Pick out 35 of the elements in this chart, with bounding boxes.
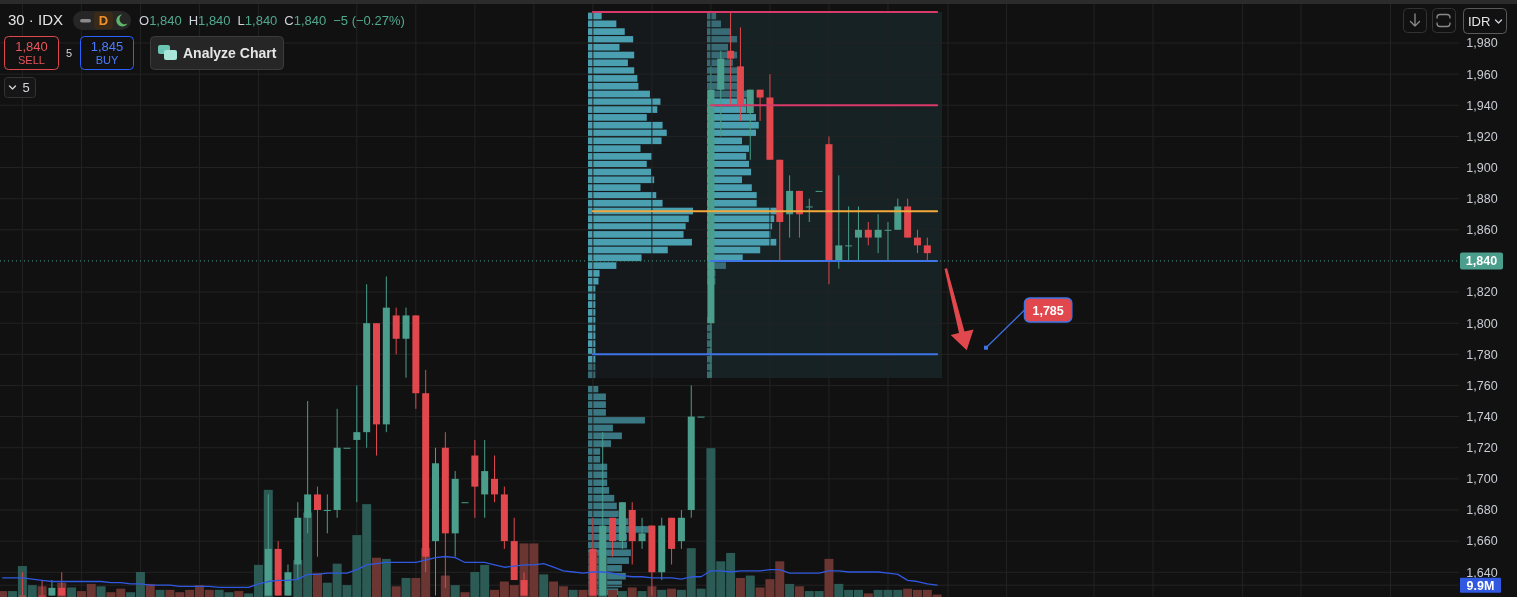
y-tick-label: 1,760 bbox=[1466, 378, 1498, 393]
annotation: 1,840 bbox=[15, 39, 48, 54]
text: 30 · IDX bbox=[8, 11, 64, 28]
annotation: SELL bbox=[18, 54, 45, 66]
annotation: 5 bbox=[22, 80, 30, 95]
text: 1,785 bbox=[1032, 303, 1064, 318]
annotation: C1,840 bbox=[284, 13, 327, 28]
y-tick-label: 1,820 bbox=[1466, 285, 1498, 300]
y-tick-label: 1,940 bbox=[1466, 98, 1498, 113]
y2-tick-label: 9.9M bbox=[1466, 578, 1495, 593]
annotation: 1,845 bbox=[90, 39, 124, 54]
annotation: L1,840 bbox=[237, 13, 278, 28]
y-tick-label: 1,740 bbox=[1466, 409, 1498, 424]
y-tick-label: 1,640 bbox=[1466, 565, 1498, 580]
y-tick-label: 1,660 bbox=[1466, 534, 1498, 549]
y-tick-label: 1,860 bbox=[1466, 223, 1498, 238]
y-tick-label: 1,800 bbox=[1466, 316, 1498, 331]
annotation: 5 bbox=[65, 47, 73, 59]
y-tick-label: 1,980 bbox=[1466, 36, 1498, 51]
y-tick-label: 1,680 bbox=[1466, 503, 1498, 518]
annotation: H1,840 bbox=[188, 13, 231, 28]
annotation: Analyze Chart bbox=[183, 45, 277, 61]
text: IDR bbox=[1468, 14, 1491, 29]
y-tick-label: 1,700 bbox=[1466, 472, 1498, 487]
annotation: D bbox=[98, 13, 109, 28]
ref-line-label: 1,840 bbox=[1465, 254, 1498, 269]
y-tick-label: 1,780 bbox=[1466, 347, 1498, 362]
y-tick-label: 1,880 bbox=[1466, 192, 1498, 207]
annotation: −5 (−0.27%) bbox=[333, 13, 405, 28]
annotation: O1,840 bbox=[139, 13, 182, 28]
annotation: BUY bbox=[95, 54, 119, 66]
y-tick-label: 1,920 bbox=[1466, 129, 1498, 144]
y-tick-label: 1,900 bbox=[1466, 160, 1498, 175]
y-tick-label: 1,720 bbox=[1466, 441, 1498, 456]
y-tick-label: 1,960 bbox=[1466, 67, 1498, 82]
